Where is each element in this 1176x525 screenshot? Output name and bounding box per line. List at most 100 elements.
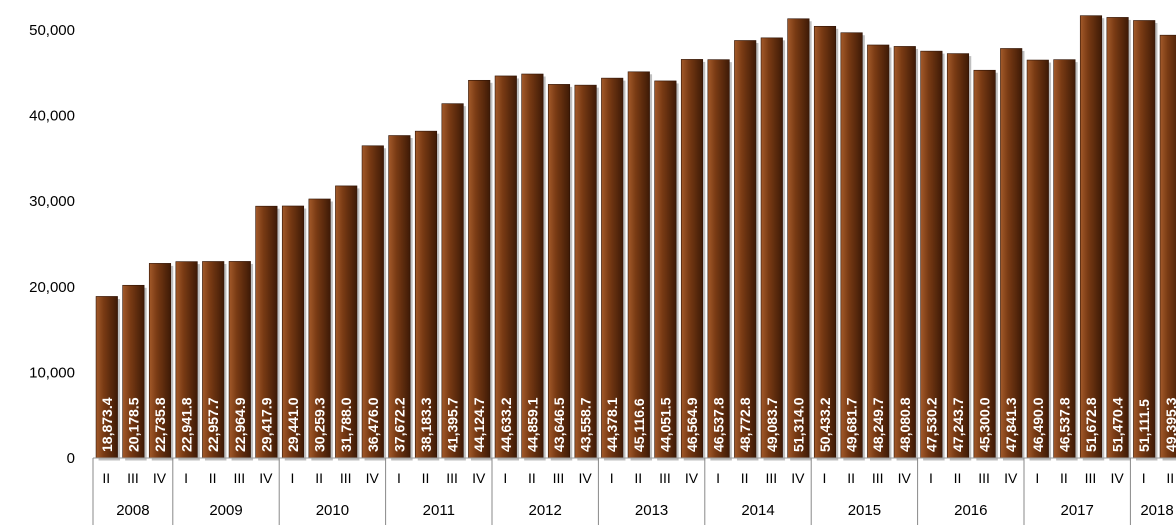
quarter-tick-label: IV [791, 470, 805, 486]
bar [1133, 20, 1156, 459]
quarter-tick-label: II [209, 470, 217, 486]
bar-value-label: 48,249.7 [870, 397, 886, 452]
bar-value-label: 46,537.8 [1056, 397, 1072, 452]
bar-value-label: 43,558.7 [578, 397, 594, 452]
bar-value-label: 18,873.4 [99, 397, 115, 452]
quarter-tick-label: III [340, 470, 352, 486]
bar [734, 40, 757, 459]
bar-value-label: 46,490.0 [1030, 397, 1046, 452]
quarter-tick-label: I [1035, 470, 1039, 486]
bar-value-label: 44,124.7 [471, 397, 487, 452]
bar-value-label: 30,259.3 [312, 397, 328, 452]
y-tick-label: 40,000 [29, 108, 75, 125]
year-label: 2016 [954, 502, 987, 519]
bar-value-label: 51,672.8 [1083, 397, 1099, 452]
year-label: 2018 [1140, 502, 1173, 519]
quarter-tick-label: I [184, 470, 188, 486]
year-label: 2009 [209, 502, 242, 519]
y-tick-label: 0 [67, 450, 75, 467]
quarter-tick-label: IV [898, 470, 912, 486]
bars: 18,873.4 20,178.5 22,735.8 22,941.8 22,957.7… [95, 15, 1176, 459]
quarter-tick-label: II [422, 470, 430, 486]
quarter-tick-label: II [741, 470, 749, 486]
bar [760, 37, 783, 459]
quarter-tick-label: I [1142, 470, 1146, 486]
quarter-tick-label: III [446, 470, 458, 486]
y-tick-label: 30,000 [29, 193, 75, 210]
quarter-tick-label: IV [1004, 470, 1018, 486]
bar-value-label: 48,772.8 [737, 397, 753, 452]
quarter-tick-label: I [503, 470, 507, 486]
bar-value-label: 22,735.8 [152, 397, 168, 452]
quarter-tick-label: III [1085, 470, 1097, 486]
bar-value-label: 44,051.5 [657, 397, 673, 452]
bar [946, 53, 970, 459]
year-label: 2017 [1061, 502, 1094, 519]
bar [920, 50, 943, 459]
quarter-tick-label: IV [153, 470, 167, 486]
bar-value-label: 38,183.3 [418, 397, 434, 452]
bar-value-label: 51,314.0 [790, 397, 806, 452]
quarter-tick-label: I [397, 470, 401, 486]
year-label: 2014 [741, 502, 774, 519]
quarter-tick-label: I [823, 470, 827, 486]
bar [867, 44, 890, 459]
quarter-tick-label: II [634, 470, 642, 486]
quarter-tick-label: I [716, 470, 720, 486]
quarter-tick-label: I [929, 470, 933, 486]
quarter-tick-label: III [872, 470, 884, 486]
quarter-tick-label: III [765, 470, 777, 486]
quarter-tick-label: III [659, 470, 671, 486]
quarter-tick-label: II [847, 470, 855, 486]
year-label: 2013 [635, 502, 668, 519]
bar-value-label: 47,530.2 [923, 397, 939, 452]
bar-value-label: 45,116.6 [631, 398, 647, 452]
quarter-tick-label: III [127, 470, 139, 486]
quarter-tick-label: I [610, 470, 614, 486]
bar-value-label: 44,633.2 [498, 397, 514, 452]
bar-value-label: 47,841.3 [1003, 397, 1019, 452]
quarter-tick-label: III [233, 470, 245, 486]
bar [1000, 48, 1023, 459]
quarter-tick-label: II [1060, 470, 1068, 486]
bar-value-label: 49,395.3 [1163, 397, 1176, 452]
quarter-tick-label: IV [366, 470, 380, 486]
bar-value-label: 51,111.5 [1136, 399, 1152, 452]
bar-value-label: 50,433.2 [817, 397, 833, 452]
bar [893, 46, 916, 459]
quarter-tick-label: II [1166, 470, 1174, 486]
bar [840, 32, 863, 459]
bar-value-label: 20,178.5 [125, 397, 141, 452]
bar-value-label: 48,080.8 [897, 397, 913, 452]
quarter-tick-label: IV [472, 470, 486, 486]
bar-value-label: 36,476.0 [365, 397, 381, 452]
quarter-tick-label: IV [259, 470, 273, 486]
bar-value-label: 29,441.0 [285, 397, 301, 452]
bar-value-label: 44,859.1 [524, 397, 540, 452]
bar-value-label: 46,537.8 [711, 397, 727, 452]
bar-value-label: 49,681.7 [844, 397, 860, 452]
y-axis: 0 10,000 20,000 30,000 40,000 50,000 [29, 22, 75, 467]
quarter-tick-label: III [978, 470, 990, 486]
quarter-tick-label: II [954, 470, 962, 486]
bar-value-label: 22,964.9 [232, 397, 248, 452]
bar-value-label: 44,378.1 [604, 397, 620, 452]
bar-value-label: 29,417.9 [258, 397, 274, 452]
y-tick-label: 20,000 [29, 279, 75, 296]
y-tick-label: 50,000 [29, 22, 75, 39]
year-label: 2015 [848, 502, 881, 519]
bar [787, 18, 810, 459]
bar-value-label: 31,788.0 [338, 397, 354, 452]
bar-value-label: 22,957.7 [205, 397, 221, 452]
bar [1106, 17, 1129, 459]
bar-value-label: 46,564.9 [684, 397, 700, 452]
bar-value-label: 41,395.7 [445, 397, 461, 452]
y-tick-label: 10,000 [29, 364, 75, 381]
bar-value-label: 49,083.7 [764, 397, 780, 452]
quarter-tick-label: II [528, 470, 536, 486]
quarter-tick-label: IV [1110, 470, 1124, 486]
bar-value-label: 51,470.4 [1110, 397, 1126, 452]
year-label: 2010 [316, 502, 349, 519]
